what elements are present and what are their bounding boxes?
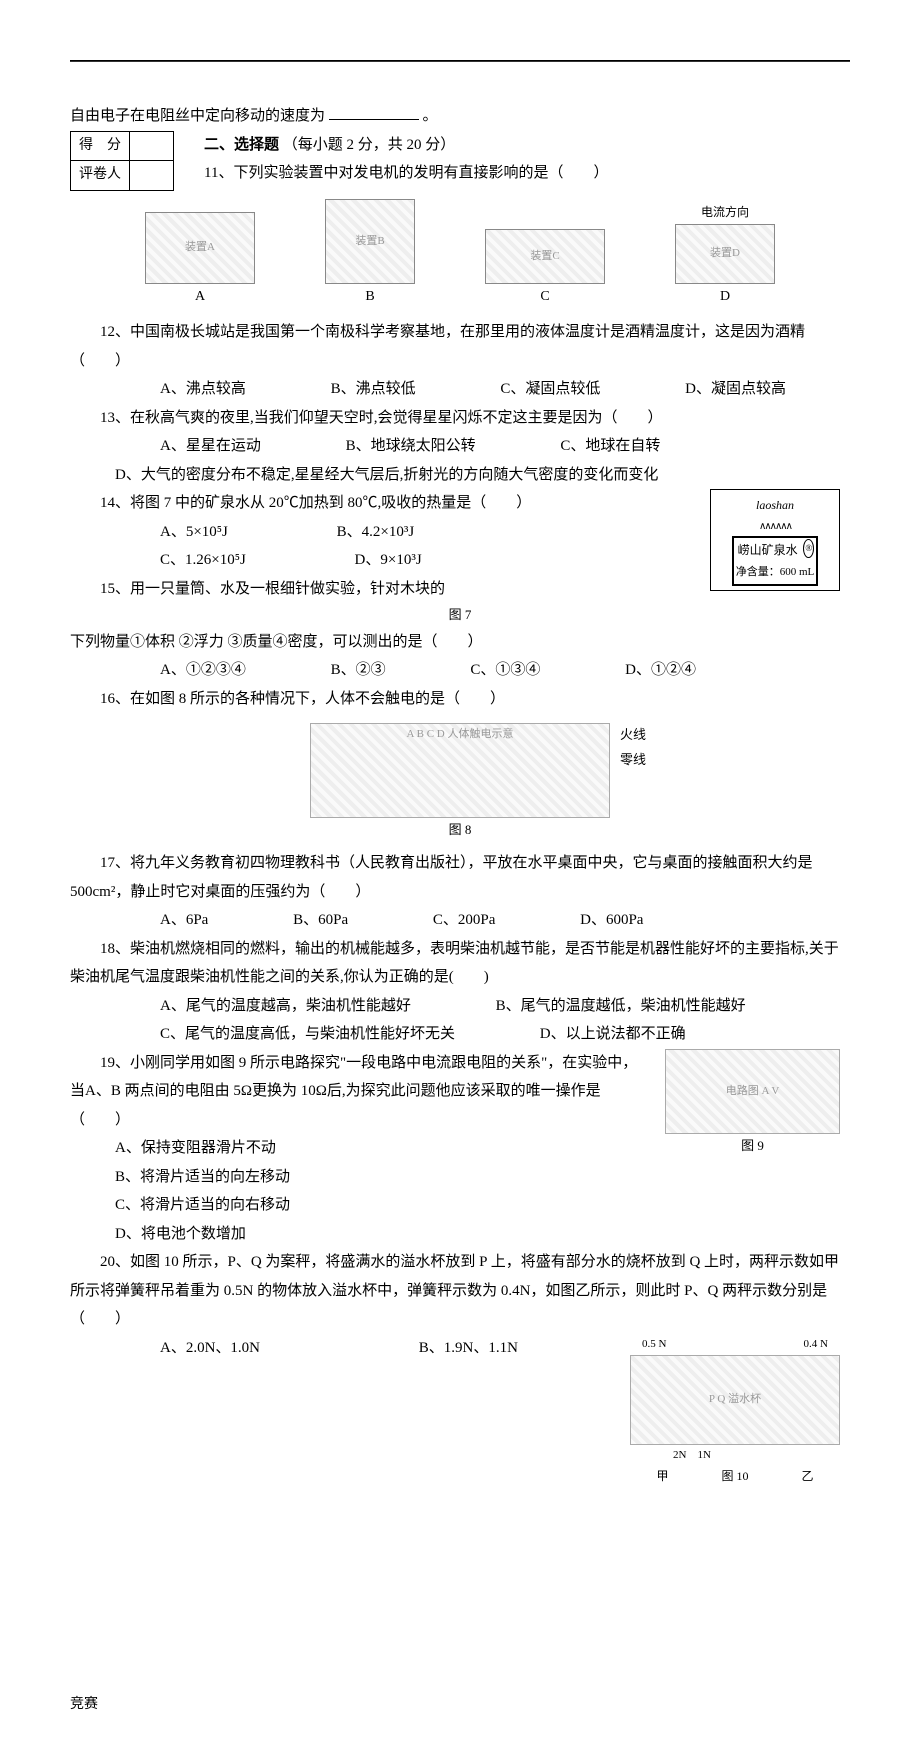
q14-opt-a: A、5×10⁵J [115,518,228,547]
bottle-name: 崂山矿泉水 [738,543,798,557]
q13-opt-b: B、地球绕太阳公转 [301,432,476,461]
q11-fig-c: 装置C C [485,229,605,311]
q15-opt-c: C、①③④ [425,656,540,685]
fig8-container: A B C D 人体触电示意 火线 零线 图 8 [70,719,850,843]
device-b-icon: 装置B [325,199,415,284]
q15-opt-a: A、①②③④ [115,656,246,685]
q18-opt-c: C、尾气的温度高低，与柴油机性能好坏无关 [115,1020,455,1049]
q14-opt-d: D、9×10³J [310,546,422,575]
q17-options: A、6Pa B、60Pa C、200Pa D、600Pa [70,906,850,935]
q18-text: 18、柴油机燃烧相同的燃料，输出的机械能越多，表明柴油机越节能，是否节能是机器性… [70,935,850,992]
q17-text: 17、将九年义务教育初四物理教科书（人民教育出版社），平放在水平桌面中央，它与桌… [70,849,850,906]
q15-opt-d: D、①②④ [580,656,696,685]
footer-text: 竞赛 [70,1692,850,1719]
intro-text: 自由电子在电阻丝中定向移动的速度为 [70,108,325,124]
q11-text: 11、下列实验装置中对发电机的发明有直接影响的是（ ） [70,159,850,188]
score-cell-label: 得 分 [71,131,130,161]
grader-cell-blank [130,161,174,191]
bottle-net: 净含量：600 mL [736,562,815,583]
q17-opt-b: B、60Pa [248,906,348,935]
q11-label-d: D [720,284,730,311]
device-c-icon: 装置C [485,229,605,284]
hot-wire-label: 火线 [620,723,646,748]
bottle-brand: laoshan [717,494,833,517]
q15-opt-b: B、②③ [286,656,386,685]
q13-text: 13、在秋高气爽的夜里,当我们仰望天空时,会觉得星星闪烁不定这主要是因为（ ） [70,404,850,433]
fig9-caption: 图 9 [665,1134,840,1159]
reg-mark-icon: ® [803,539,814,558]
intro-line: 自由电子在电阻丝中定向移动的速度为 。 [70,102,850,131]
q18-row2: C、尾气的温度高低，与柴油机性能好坏无关 D、以上说法都不正确 [70,1020,850,1049]
q15-line2: 下列物量①体积 ②浮力 ③质量④密度，可以测出的是（ ） [70,628,850,657]
q15-options: A、①②③④ B、②③ C、①③④ D、①②④ [70,656,850,685]
q13-opt-c: C、地球在自转 [515,432,660,461]
circuit-diagram-icon: 电路图 A V [665,1049,840,1134]
q18-opt-a: A、尾气的温度越高，柴油机性能越好 [115,992,411,1021]
section-2-note: （每小题 2 分，共 20 分） [283,137,456,153]
q11-figure-row: 装置A A 装置B B 装置C C 电流方向 装置D D [110,199,810,311]
q12-opt-c: C、凝固点较低 [455,375,600,404]
device-a-icon: 装置A [145,212,255,284]
q12-opt-b: B、沸点较低 [286,375,416,404]
overflow-cup-figure-icon: P Q 溢水杯 [630,1355,840,1445]
q18-opt-d: D、以上说法都不正确 [495,1020,686,1049]
q11-label-b: B [365,284,374,311]
score-cell-blank [130,131,174,161]
q12-options: A、沸点较高 B、沸点较低 C、凝固点较低 D、凝固点较高 [70,375,850,404]
device-d-icon: 装置D [675,224,775,284]
q11-label-a: A [195,284,205,311]
bottle-figure: laoshan ∧∧∧∧∧∧ 崂山矿泉水 ® 净含量：600 mL [710,489,840,590]
fig10-container: 0.5 N 0.4 N P Q 溢水杯 2N 1N 甲 图 10 乙 [630,1334,840,1489]
q13-opt-d: D、大气的密度分布不稳定,星星经大气层后,折射光的方向随大气密度的变化而变化 [70,461,850,490]
score-table: 得 分 评卷人 [70,131,174,191]
q11-fig-d: 电流方向 装置D D [675,201,775,310]
q14-opt-b: B、4.2×10³J [292,518,415,547]
fig8-wire-labels: 火线 零线 [620,723,646,772]
q20-opt-b: B、1.9N、1.1N [374,1334,518,1363]
q18-row1: A、尾气的温度越高，柴油机性能越好 B、尾气的温度越低，柴油机性能越好 [70,992,850,1021]
q12-opt-a: A、沸点较高 [115,375,246,404]
q11-d-top: 电流方向 [701,201,749,224]
q18-opt-b: B、尾气的温度越低，柴油机性能越好 [451,992,746,1021]
bottle-zigzag-icon: ∧∧∧∧∧∧ [717,517,833,536]
q17-opt-a: A、6Pa [115,906,208,935]
grader-cell-label: 评卷人 [71,161,130,191]
q19-opt-c: C、将滑片适当的向右移动 [70,1191,850,1220]
fill-blank [329,119,419,120]
q11-fig-b: 装置B B [325,199,415,311]
q17-opt-c: C、200Pa [388,906,496,935]
q20-opt-a: A、2.0N、1.0N [115,1334,260,1363]
section-2-heading: 二、选择题 （每小题 2 分，共 20 分） [70,131,850,160]
fig10-sub-r: 乙 [801,1465,813,1488]
fig10-right-top: 0.4 N [804,1334,828,1355]
section-2-title: 二、选择题 [204,137,279,153]
q19-opt-b: B、将滑片适当的向左移动 [70,1163,850,1192]
page-top-rule [70,60,850,62]
fig10-left-btm: 2N 1N [673,1445,711,1466]
q12-text: 12、中国南极长城站是我国第一个南极科学考察基地，在那里用的液体温度计是酒精温度… [70,318,850,375]
q17-opt-d: D、600Pa [535,906,643,935]
q12-opt-d: D、凝固点较高 [640,375,786,404]
q14-opt-c: C、1.26×10⁵J [115,546,246,575]
q11-label-c: C [540,284,549,311]
fig10-caption: 图 10 [721,1465,748,1488]
fig7-caption: 图 7 [70,603,850,628]
fig8-caption: 图 8 [70,818,850,843]
fig10-left-top: 0.5 N [642,1334,666,1355]
q11-fig-a: 装置A A [145,212,255,311]
q13-opt-a: A、星星在运动 [115,432,261,461]
fig9-container: 电路图 A V 图 9 [665,1049,840,1159]
q16-text: 16、在如图 8 所示的各种情况下，人体不会触电的是（ ） [70,685,850,714]
electrocution-figure-icon: A B C D 人体触电示意 [310,723,610,818]
q20-text: 20、如图 10 所示，P、Q 为案秤，将盛满水的溢水杯放到 P 上，将盛有部分… [70,1248,850,1334]
q13-row1: A、星星在运动 B、地球绕太阳公转 C、地球在自转 [70,432,850,461]
intro-suffix: 。 [423,108,438,124]
neutral-wire-label: 零线 [620,748,646,773]
fig10-sub-l: 甲 [656,1465,668,1488]
q19-opt-d: D、将电池个数增加 [70,1220,850,1249]
